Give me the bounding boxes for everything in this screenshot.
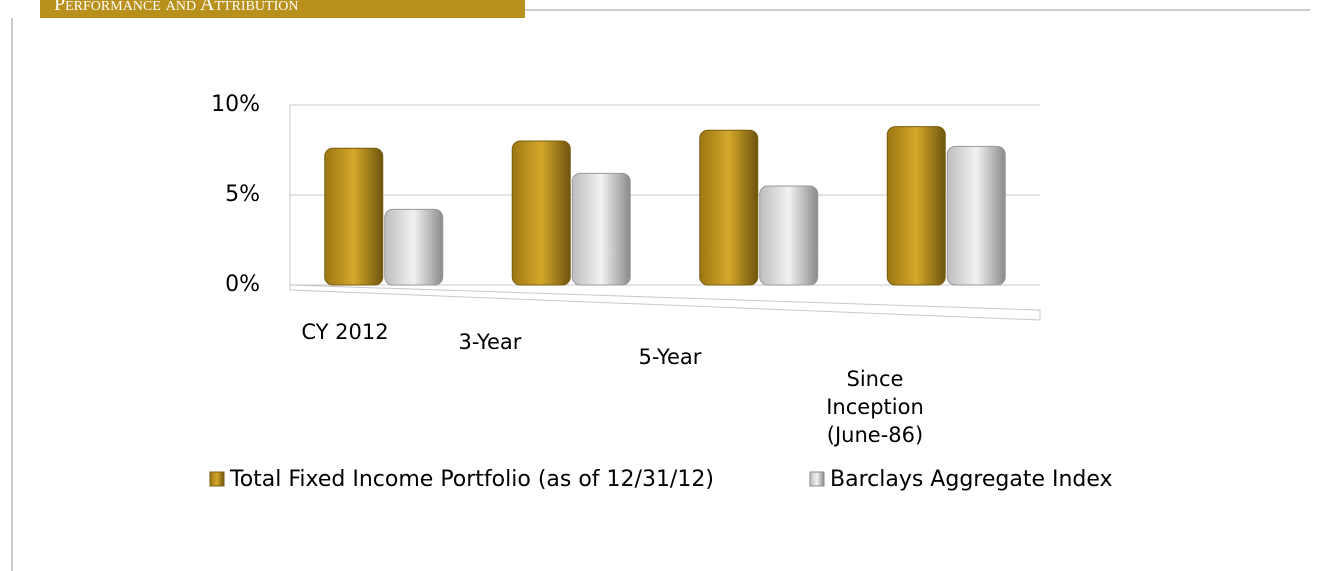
bar (759, 185, 819, 286)
floor (289, 284, 1041, 321)
legend-label: Barclays Aggregate Index (830, 467, 1113, 492)
legend-swatch (809, 471, 825, 487)
section-title: Performance and Attribution (40, 0, 525, 18)
legend-label: Total Fixed Income Portfolio (as of 12/3… (229, 467, 714, 492)
bar (946, 145, 1006, 286)
x-tick-label: 5-Year (638, 345, 702, 369)
bar (324, 147, 384, 286)
y-tick-label: 0% (225, 272, 260, 297)
bar (886, 126, 946, 286)
x-tick-label: CY 2012 (301, 320, 389, 344)
bar (571, 172, 631, 286)
bar (699, 129, 759, 286)
bar (511, 140, 571, 286)
y-tick-label: 10% (211, 92, 260, 117)
legend-swatch (209, 471, 225, 487)
x-tick-label: Since Inception (June-86) (826, 367, 924, 447)
y-tick-label: 5% (225, 182, 260, 207)
bar (384, 208, 444, 286)
x-tick-label: 3-Year (458, 330, 522, 354)
